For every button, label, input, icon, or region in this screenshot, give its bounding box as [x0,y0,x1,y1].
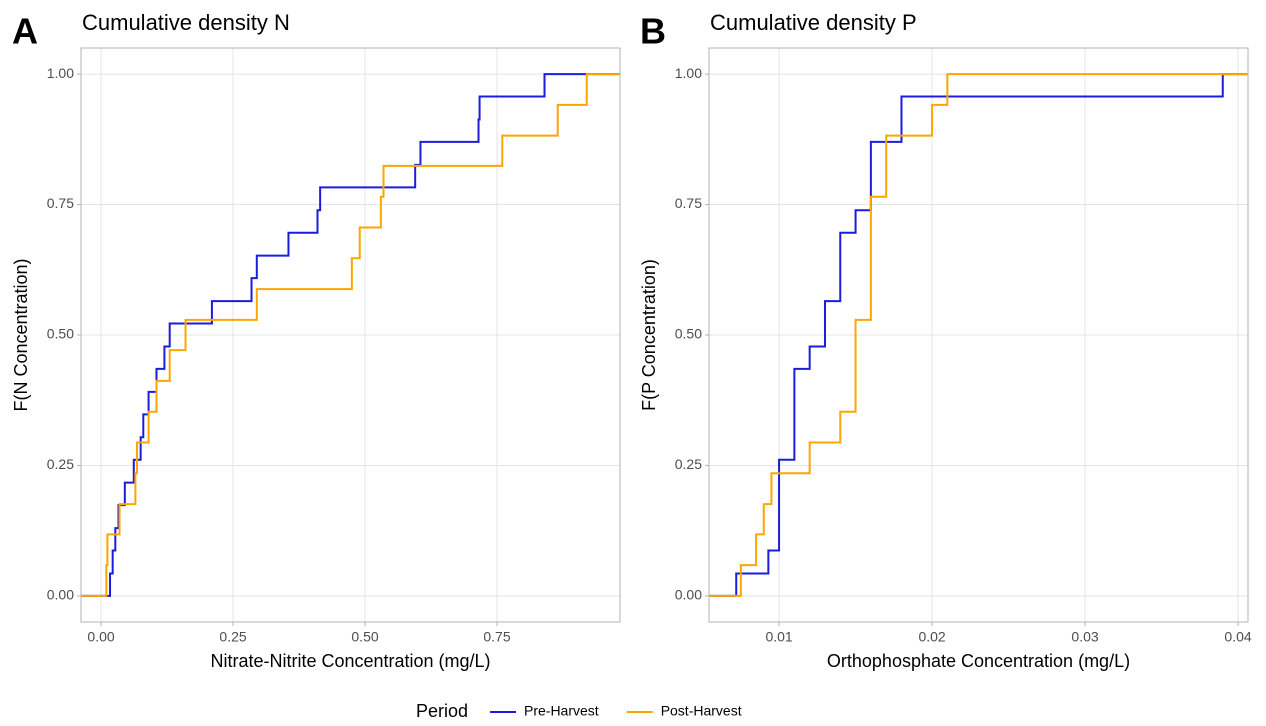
y-axis-title: F(N Concentration) [11,258,31,411]
y-tick-label: 0.50 [675,326,702,342]
panel-tag: B [640,11,666,52]
y-tick-label: 0.00 [675,587,702,603]
x-tick-label: 0.00 [87,629,114,645]
y-axis-title: F(P Concentration) [639,259,659,411]
ecdf-line [709,73,1248,597]
x-tick-label: 0.50 [351,629,378,645]
legend-label: Pre-Harvest [524,703,599,719]
panel-tag: A [12,11,38,52]
legend-label: Post-Harvest [661,703,742,719]
x-tick-label: 0.02 [918,629,945,645]
panel-border [80,47,621,623]
y-tick-label: 1.00 [675,65,702,81]
x-tick-label: 0.01 [765,629,792,645]
y-tick-label: 0.50 [47,326,74,342]
legend-title: Period [416,701,468,721]
x-tick-label: 0.25 [219,629,246,645]
chart-title: Cumulative density P [710,10,917,35]
y-tick-label: 0.75 [675,195,702,211]
y-tick-label: 0.75 [47,195,74,211]
x-tick-label: 0.03 [1071,629,1098,645]
y-tick-label: 0.25 [675,456,702,472]
ecdf-line [709,73,1248,597]
x-axis-title: Orthophosphate Concentration (mg/L) [827,651,1130,671]
ecdf-line [81,73,620,597]
panel-border [708,47,1249,623]
y-tick-label: 0.25 [47,456,74,472]
x-axis-title: Nitrate-Nitrite Concentration (mg/L) [210,651,490,671]
x-tick-label: 0.04 [1224,629,1251,645]
y-tick-label: 0.00 [47,587,74,603]
chart-title: Cumulative density N [82,10,290,35]
y-tick-label: 1.00 [47,65,74,81]
ecdf-line [81,73,620,597]
x-tick-label: 0.75 [483,629,510,645]
